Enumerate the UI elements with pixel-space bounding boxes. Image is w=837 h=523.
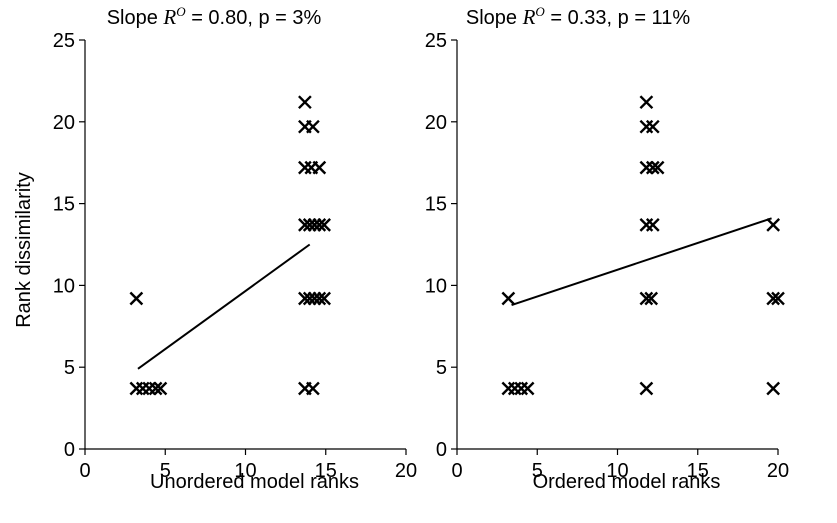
x-tick-label: 20 [767,460,789,482]
x-tick-label: 10 [234,460,256,482]
data-point [129,291,144,306]
data-point [312,291,327,306]
x-tick-label: 20 [395,460,417,482]
data-point [639,119,654,134]
y-tick-label: 10 [53,275,75,297]
data-point [520,381,535,396]
title-prefix: Slope [466,7,523,29]
x-tick-label: 0 [451,460,462,482]
data-point [135,381,150,396]
chart-title: Slope RO = 0.80, p = 3% [107,4,322,29]
y-tick-label: 0 [64,439,75,461]
data-point [317,218,331,232]
data-point [312,218,327,232]
x-axis-label: Ordered model ranks [533,471,721,493]
data-point [639,381,654,396]
data-point [639,291,654,306]
y-tick-label: 15 [53,194,75,216]
y-tick-label: 10 [425,275,447,297]
x-tick-label: 10 [606,460,628,482]
data-point [645,119,660,134]
left-panel: 0 5 10 15 20 0 5 10 15 20 25 Unordered model ranks S… [53,4,417,493]
y-tick-label: 25 [53,30,75,52]
chart-title: Slope RO = 0.33, p = 11% [466,4,690,29]
data-point [142,381,157,396]
data-point [766,291,781,306]
data-point [129,381,144,396]
data-point [650,160,665,175]
y-tick-label: 15 [425,194,447,216]
right-panel: 0 5 10 15 20 0 5 10 15 20 25 Ordered model ranks Slo… [425,4,789,493]
title-symbol: R [162,5,176,29]
x-axis-label: Unordered model ranks [150,471,359,493]
data-point [507,381,522,396]
data-point [298,95,312,110]
data-point [153,381,168,396]
data-point [645,160,660,175]
title-superscript: O [535,4,545,19]
data-point [148,381,163,396]
data-point [306,381,320,396]
data-point [771,291,785,306]
x-tick-label: 15 [687,460,709,482]
y-tick-label: 20 [53,112,75,134]
y-tick-label: 20 [425,112,447,134]
y-tick-label: 0 [436,439,447,461]
title-prefix: Slope [107,7,164,29]
y-tick-label: 5 [64,357,75,379]
data-point [501,381,516,396]
regression-line [137,243,311,370]
x-tick-label: 0 [79,460,90,482]
title-suffix: = 0.80, p = 3% [186,7,322,29]
data-point [306,119,320,134]
y-axis-label: Rank dissimilarity [13,172,35,328]
data-point [639,95,654,110]
y-tick-label: 5 [436,357,447,379]
data-point [639,160,654,175]
x-tick-label: 15 [315,460,337,482]
x-tick-label: 5 [160,460,171,482]
data-point [298,160,312,175]
data-point [317,291,331,306]
data-point [766,381,781,396]
data-point [639,218,654,232]
title-symbol: R [522,5,536,29]
data-point [645,218,660,232]
y-tick-label: 25 [425,30,447,52]
data-point [766,218,781,232]
data-point [501,291,516,306]
x-tick-label: 5 [532,460,543,482]
title-suffix: = 0.33, p = 11% [545,7,691,29]
regression-line [511,217,772,306]
data-point [644,291,659,306]
title-superscript: O [176,4,186,19]
data-point [514,381,529,396]
data-point [312,160,327,175]
